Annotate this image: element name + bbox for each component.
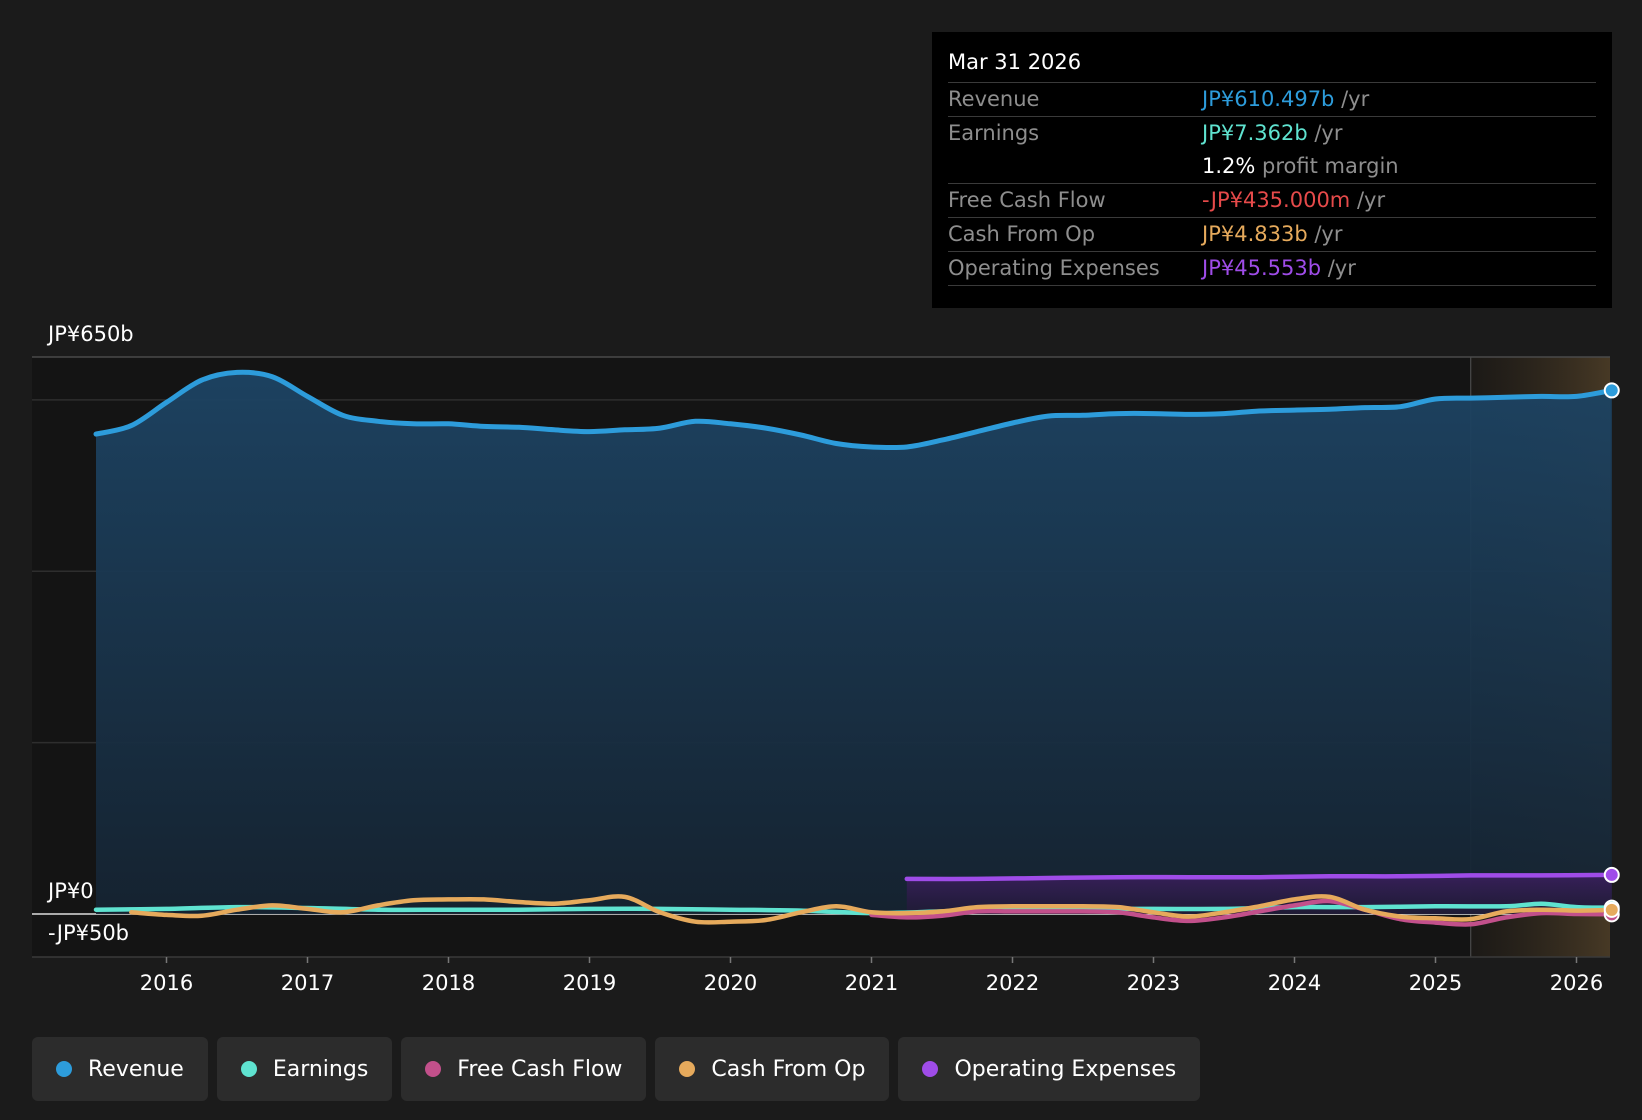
tooltip-row-label: Revenue (948, 87, 1040, 111)
tooltip-row: Free Cash Flow -JP¥435.000m /yr (948, 184, 1596, 218)
legend: Revenue Earnings Free Cash Flow Cash From O… (32, 1037, 1201, 1101)
operating-expenses-line (904, 872, 1615, 882)
tooltip-date: Mar 31 2026 (948, 32, 1596, 83)
legend-label: Revenue (88, 1056, 184, 1082)
legend-dot (425, 1061, 442, 1077)
legend-item[interactable]: Free Cash Flow (401, 1037, 647, 1101)
tooltip: Mar 31 2026 Revenue JP¥610.497b /yr Earnin… (932, 32, 1612, 308)
x-tick-label: 2022 (986, 971, 1039, 995)
legend-label: Earnings (272, 1056, 369, 1082)
tooltip-row-label: Earnings (948, 121, 1040, 145)
legend-dot (56, 1061, 72, 1077)
cash-from-op-line (129, 894, 1615, 925)
revenue-line (93, 369, 1615, 451)
x-tick-label: 2021 (845, 971, 898, 995)
x-tick-label: 2019 (563, 971, 616, 995)
legend-item[interactable]: Cash From Op (655, 1037, 890, 1101)
tooltip-row: Operating Expenses JP¥45.553b /yr (948, 252, 1596, 286)
legend-item[interactable]: Operating Expenses (898, 1037, 1201, 1101)
tooltip-row-label: Cash From Op (948, 222, 1096, 246)
cash-from-op-endpoint (1603, 901, 1620, 918)
legend-dot (922, 1061, 939, 1077)
x-tick-label: 2020 (704, 971, 757, 995)
legend-label: Operating Expenses (954, 1056, 1177, 1082)
y-tick-label: -JP¥50b (48, 921, 129, 945)
revenue-endpoint (1603, 382, 1620, 399)
tooltip-row-value: JP¥610.497b /yr (1202, 87, 1370, 111)
y-tick-label: JP¥0 (46, 879, 94, 903)
tooltip-row-value: JP¥4.833b /yr (1202, 222, 1343, 246)
tooltip-row-value: JP¥45.553b /yr (1202, 256, 1356, 280)
legend-item[interactable]: Earnings (216, 1037, 393, 1101)
legend-label: Free Cash Flow (457, 1056, 623, 1082)
tooltip-row-label: Operating Expenses (948, 256, 1160, 280)
legend-dot (679, 1061, 696, 1077)
tooltip-row-value: -JP¥435.000m /yr (1202, 188, 1386, 212)
x-tick-label: 2024 (1268, 971, 1321, 995)
tooltip-row: 1.2% profit margin (948, 150, 1596, 184)
x-tick-label: 2018 (422, 971, 475, 995)
operating-expenses-endpoint (1603, 866, 1620, 883)
tooltip-row: Cash From Op JP¥4.833b /yr (948, 218, 1596, 252)
tooltip-row: Earnings JP¥7.362b /yr (948, 117, 1596, 150)
x-tick-label: 2017 (281, 971, 334, 995)
legend-dot (240, 1061, 257, 1077)
x-tick-label: 2026 (1550, 971, 1603, 995)
y-tick-label: JP¥650b (46, 322, 134, 346)
x-tick-label: 2023 (1127, 971, 1180, 995)
free-cash-flow-line (869, 898, 1615, 927)
x-tick-label: 2016 (140, 971, 193, 995)
legend-label: Cash From Op (711, 1056, 866, 1082)
legend-item[interactable]: Revenue (32, 1037, 208, 1101)
tooltip-row-label (948, 150, 1202, 183)
revenue-area (96, 372, 1612, 914)
tooltip-row-value: JP¥7.362b /yr (1202, 121, 1343, 145)
tooltip-row: Revenue JP¥610.497b /yr (948, 83, 1596, 117)
tooltip-row-label: Free Cash Flow (948, 188, 1106, 212)
tooltip-row-value: 1.2% profit margin (1202, 154, 1399, 178)
x-tick-label: 2025 (1409, 971, 1462, 995)
